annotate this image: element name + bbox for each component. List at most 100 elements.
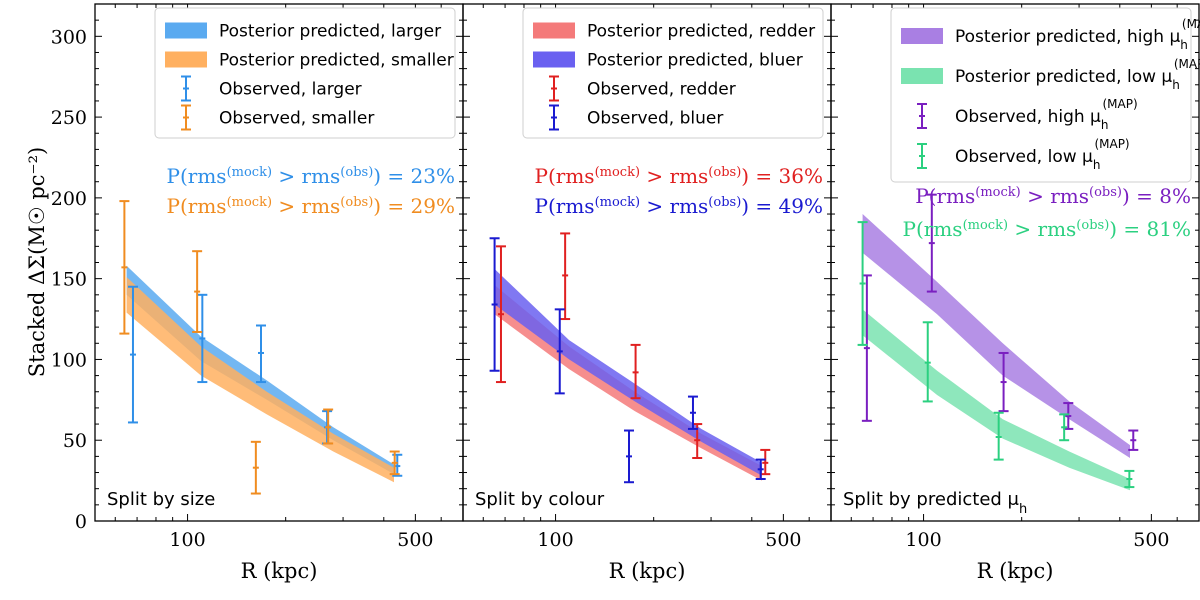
posterior-band-2	[862, 309, 1130, 491]
observed-point	[323, 408, 334, 445]
observed-point	[1059, 413, 1070, 442]
legend-label: Observed, redder	[587, 80, 736, 100]
legend-entry: Posterior predicted, redder	[533, 22, 815, 42]
y-ticks	[463, 3, 831, 522]
legend-swatch	[165, 51, 207, 68]
posterior-band-1	[862, 214, 1130, 458]
observed-point	[489, 237, 500, 372]
x-ticks: 100 500	[482, 4, 832, 551]
y-tick-label: 0	[75, 511, 87, 533]
panel-label: Split by size	[107, 489, 215, 510]
x-tick-label: 500	[397, 529, 433, 551]
observed-point	[630, 343, 641, 400]
legend-swatch	[533, 51, 575, 68]
legend-label: Observed, bluer	[587, 109, 723, 129]
x-tick-label: 500	[765, 529, 801, 551]
y-tick-label: 150	[51, 269, 87, 291]
posterior-band-2	[494, 269, 762, 476]
legend-label: Observed, high μh(MAP)	[955, 97, 1138, 132]
legend: Posterior predicted, larger Posterior pre…	[154, 7, 456, 139]
legend: Posterior predicted, high μh(MAP) Posteri…	[890, 7, 1200, 183]
observed-point	[127, 285, 138, 424]
legend-entry: Observed, high μh(MAP)	[917, 97, 1138, 132]
observed-point	[119, 200, 130, 335]
y-ticks	[831, 3, 1199, 522]
rms-probability-annotation: P(rms(mock) > rms(obs)) = 23%	[167, 164, 456, 188]
panel-label: Split by colour	[475, 489, 605, 510]
legend-swatch	[901, 28, 943, 44]
legend-entry: Observed, smaller	[181, 104, 374, 131]
y-tick-label: 200	[51, 188, 87, 210]
legend-label: Posterior predicted, larger	[219, 22, 441, 42]
x-tick-label: 100	[169, 529, 205, 551]
legend-entry: Posterior predicted, bluer	[533, 51, 803, 71]
observed-point	[926, 193, 937, 293]
legend-label: Posterior predicted, high μh(MAP)	[955, 17, 1200, 52]
observed-point	[857, 221, 868, 346]
observed-point	[389, 450, 400, 476]
panel-label: Split by predicted μh	[843, 489, 1027, 517]
observed-point	[1128, 429, 1139, 451]
observed-point	[554, 308, 565, 395]
panel-3: 100 500 R (kpc) Split by predicted μh Poster…	[830, 3, 1200, 583]
observed-point	[192, 250, 203, 333]
x-axis-label: R (kpc)	[609, 559, 686, 583]
legend-label: Observed, low μh(MAP)	[955, 137, 1130, 172]
legend-label: Posterior predicted, bluer	[587, 51, 803, 71]
legend-box	[154, 7, 456, 139]
legend-label: Observed, larger	[219, 80, 362, 100]
y-ticks: 0 50 100 150 200 250 300	[51, 3, 463, 533]
observed-point	[687, 395, 698, 430]
observed-point	[560, 232, 571, 321]
observed-point	[250, 440, 261, 495]
legend-swatch	[901, 68, 943, 84]
observed-point	[255, 324, 266, 384]
legend-box	[522, 7, 824, 139]
observed-point	[998, 351, 1009, 413]
legend: Posterior predicted, redder Posterior pre…	[522, 7, 824, 139]
legend-entry: Observed, bluer	[549, 104, 723, 131]
panel-2: 100 500 R (kpc) Split by colour Posterior pr…	[462, 3, 832, 583]
observed-point	[495, 245, 506, 384]
rms-probability-annotation: P(rms(mock) > rms(obs)) = 8%	[915, 184, 1191, 208]
x-axis-label: R (kpc)	[241, 559, 318, 583]
legend-swatch	[165, 22, 207, 39]
y-tick-label: 300	[51, 26, 87, 48]
legend-box	[890, 7, 1192, 183]
legend-entry: Observed, low μh(MAP)	[917, 137, 1130, 172]
x-tick-label: 500	[1133, 529, 1169, 551]
x-ticks: 100 500	[850, 4, 1200, 551]
observed-point	[1063, 402, 1074, 430]
observed-point	[1124, 469, 1135, 489]
rms-probability-annotation: P(rms(mock) > rms(obs)) = 36%	[535, 164, 824, 188]
legend-label: Posterior predicted, smaller	[219, 51, 454, 71]
legend-entry: Posterior predicted, low μh(MAP)	[901, 57, 1200, 92]
y-tick-label: 50	[63, 430, 87, 452]
legend-label: Posterior predicted, redder	[587, 22, 815, 42]
legend-entry: Posterior predicted, larger	[165, 22, 441, 42]
legend-entry: Posterior predicted, smaller	[165, 51, 454, 71]
x-ticks: 100 500	[114, 4, 464, 551]
rms-probability-annotation: P(rms(mock) > rms(obs)) = 81%	[903, 217, 1192, 241]
legend-label: Observed, smaller	[219, 109, 374, 129]
x-tick-label: 100	[537, 529, 573, 551]
y-axis-label: Stacked ΔΣ(M☉ pc⁻²)	[25, 147, 49, 378]
panel-1: 0 50 100 150 200 250 300 100 500 R (kpc) Split by …	[51, 3, 464, 583]
x-axis-label: R (kpc)	[977, 559, 1054, 583]
observed-point	[922, 321, 933, 403]
x-tick-label: 100	[905, 529, 941, 551]
rms-probability-annotation: P(rms(mock) > rms(obs)) = 29%	[167, 194, 456, 218]
legend-entry: Observed, larger	[181, 75, 362, 102]
y-tick-label: 250	[51, 107, 87, 129]
legend-entry: Posterior predicted, high μh(MAP)	[901, 17, 1200, 52]
observed-point	[755, 458, 766, 480]
legend-entry: Observed, redder	[549, 75, 736, 102]
rms-probability-annotation: P(rms(mock) > rms(obs)) = 49%	[535, 194, 824, 218]
observed-point	[623, 429, 634, 484]
legend-swatch	[533, 22, 575, 39]
observed-point	[760, 448, 771, 476]
observed-point	[993, 411, 1004, 461]
y-tick-label: 100	[51, 349, 87, 371]
legend-label: Posterior predicted, low μh(MAP)	[955, 57, 1200, 92]
